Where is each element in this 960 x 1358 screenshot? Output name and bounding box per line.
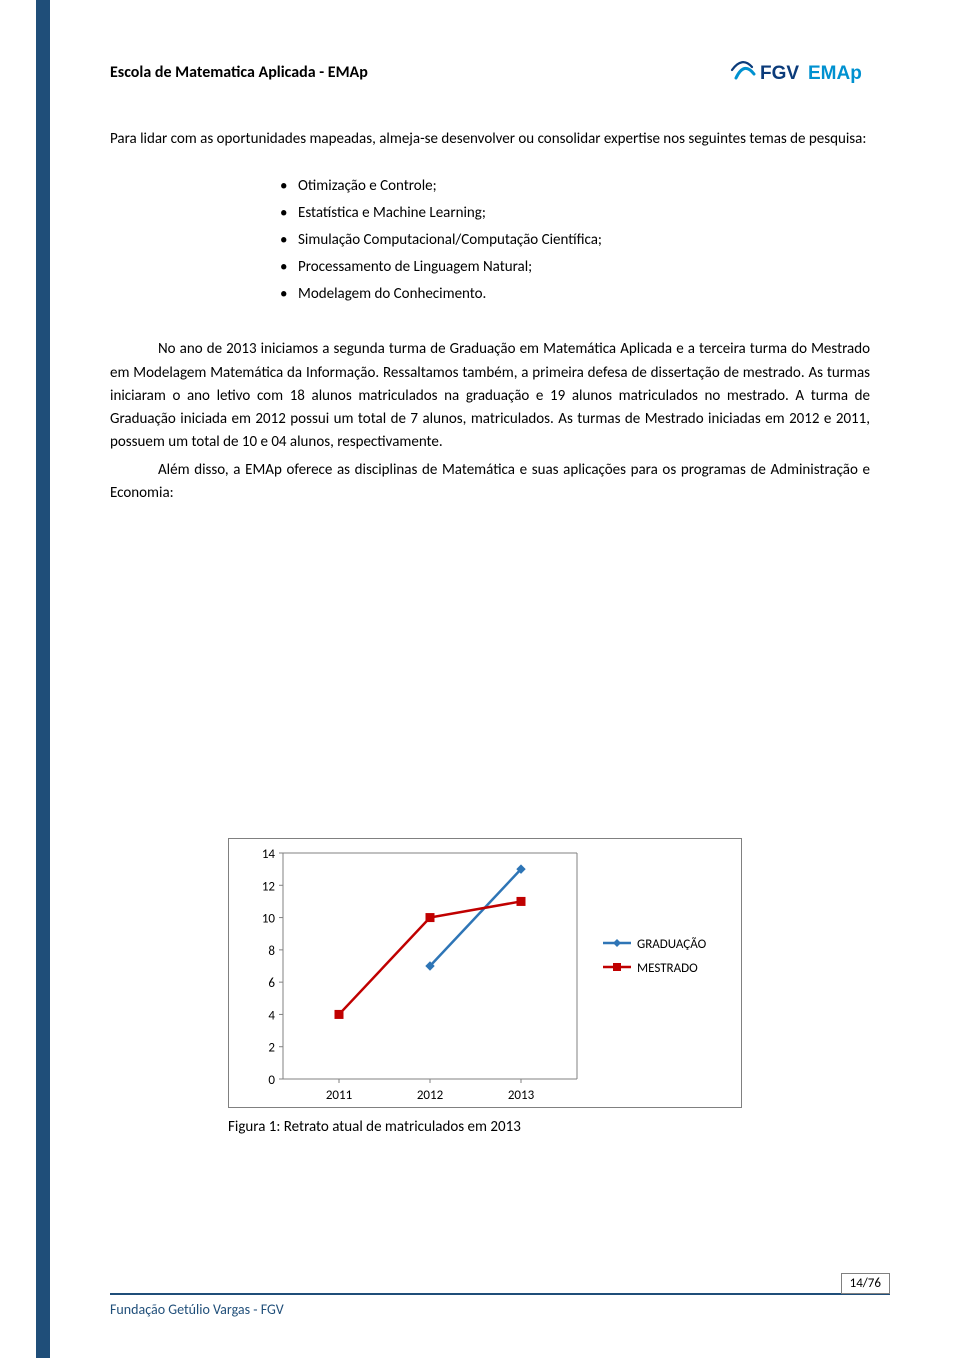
intro-paragraph: Para lidar com as oportunidades mapeadas… [110,128,870,151]
side-stripe [36,0,50,1358]
bullet-item: Simulação Computacional/Computação Cient… [280,227,870,254]
svg-text:GRADUAÇÃO: GRADUAÇÃO [637,937,707,952]
page-footer: Fundação Getúlio Vargas - FGV 14/76 [110,1293,890,1318]
svg-text:6: 6 [268,976,275,991]
page: Escola de Matematica Aplicada - EMAp FGV… [0,0,960,1358]
enrollment-chart: 0 2 4 6 8 10 12 14 2011 2012 2013 GRADUAÇÃO MESTRADO [229,839,743,1109]
bullet-item: Estatística e Machine Learning; [280,200,870,227]
footer-org: Fundação Getúlio Vargas - FGV [110,1301,284,1318]
chart-frame: 0 2 4 6 8 10 12 14 2011 2012 2013 GRADUAÇÃO MESTRADO [228,838,742,1108]
svg-text:4: 4 [268,1008,275,1023]
svg-text:12: 12 [262,879,276,894]
page-header: Escola de Matematica Aplicada - EMAp FGV… [110,58,880,86]
logo-text-fgv: FGV [760,63,799,84]
bullet-item: Processamento de Linguagem Natural; [280,254,870,281]
svg-text:2011: 2011 [326,1088,352,1103]
body-paragraph-2: Além disso, a EMAp oferece as disciplina… [110,459,870,506]
svg-text:2: 2 [268,1041,275,1056]
svg-text:2012: 2012 [417,1088,444,1103]
chart-caption: Figura 1: Retrato atual de matriculados … [228,1118,742,1136]
svg-text:MESTRADO: MESTRADO [637,961,698,976]
fgv-emap-logo: FGV EMAp [730,58,880,86]
svg-text:14: 14 [262,847,276,862]
bullet-item: Otimização e Controle; [280,173,870,200]
bullet-list: Otimização e Controle; Estatística e Mac… [110,173,870,308]
svg-text:10: 10 [262,912,276,927]
header-title: Escola de Matematica Aplicada - EMAp [110,63,368,82]
chart-block: 0 2 4 6 8 10 12 14 2011 2012 2013 GRADUAÇÃO MESTRADO… [228,838,742,1136]
svg-text:2013: 2013 [508,1088,535,1103]
bullet-item: Modelagem do Conhecimento. [280,281,870,308]
logo-text-emap: EMAp [808,63,862,84]
svg-text:8: 8 [268,944,275,959]
body-paragraph-1: No ano de 2013 iniciamos a segunda turma… [110,338,870,454]
body-column: Para lidar com as oportunidades mapeadas… [110,128,870,505]
svg-text:0: 0 [268,1073,275,1088]
page-number: 14/76 [841,1273,890,1294]
